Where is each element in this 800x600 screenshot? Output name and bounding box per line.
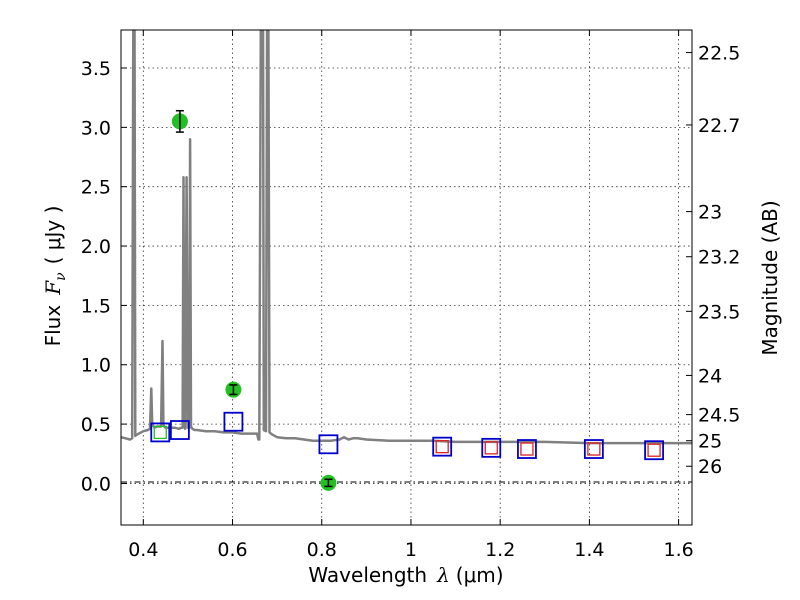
inner-marker-square <box>587 442 601 456</box>
mag-tick-label: 24.5 <box>698 405 740 427</box>
model-photometry-square <box>481 437 502 458</box>
model-photometry-square <box>150 422 171 443</box>
x-tick-label: 0.4 <box>128 539 158 561</box>
mag-tick-label: 23 <box>698 202 722 224</box>
mag-tick-label: 26 <box>698 456 722 478</box>
y-tick-label: 3.0 <box>81 117 111 139</box>
inner-marker-square <box>435 440 449 454</box>
data-layer <box>121 30 692 491</box>
y2-axis-label: Magnitude (AB) <box>758 200 782 355</box>
x-tick-label: 1 <box>405 539 417 561</box>
x-tick-label: 0.6 <box>217 539 247 561</box>
y-axis-label: FluxFν( μJy ) <box>41 206 69 347</box>
x-tick-label: 1.2 <box>485 539 515 561</box>
model-photometry-square <box>318 434 339 455</box>
model-photometry-square <box>223 411 244 432</box>
mag-tick-label: 23.2 <box>698 247 740 269</box>
plot-frame <box>120 29 693 526</box>
y-tick-label: 0.5 <box>81 414 111 436</box>
inner-marker-square <box>484 441 498 455</box>
inner-marker-square <box>520 442 534 456</box>
x-tick-label: 0.8 <box>307 539 337 561</box>
model-photometry-square <box>169 420 190 440</box>
y-tick-label: 1.0 <box>81 355 111 377</box>
y-tick-label: 3.5 <box>81 58 111 80</box>
y-tick-label: 1.5 <box>81 295 111 317</box>
y-tick-label: 2.0 <box>81 236 111 258</box>
mag-tick-label: 25 <box>698 431 722 453</box>
tick-marks <box>121 30 692 525</box>
y-tick-label: 0.0 <box>81 473 111 495</box>
inner-marker-square <box>647 443 661 457</box>
mag-tick-label: 22.5 <box>698 43 740 65</box>
x-axis-label: Wavelength λ (μm) <box>308 563 503 587</box>
model-photometry-square <box>517 439 537 459</box>
model-photometry-square <box>583 439 604 459</box>
y-tick-label: 2.5 <box>81 177 111 199</box>
spectrum-line <box>121 30 692 445</box>
model-photometry-square <box>644 440 664 461</box>
x-tick-label: 1.6 <box>664 539 694 561</box>
inner-marker-square <box>153 425 167 440</box>
mag-tick-label: 23.5 <box>698 301 740 323</box>
x-tick-label: 1.4 <box>574 539 604 561</box>
mag-tick-label: 22.7 <box>698 115 740 137</box>
model-photometry-square <box>432 436 453 457</box>
grid-lines <box>121 30 692 525</box>
tick-labels: 0.4 0.6 0.8 1 1.2 1.4 1.6 0.0 0.5 1.0 1.5 2.0 2.5 3.0… <box>81 43 741 561</box>
mag-tick-label: 24 <box>698 365 722 387</box>
